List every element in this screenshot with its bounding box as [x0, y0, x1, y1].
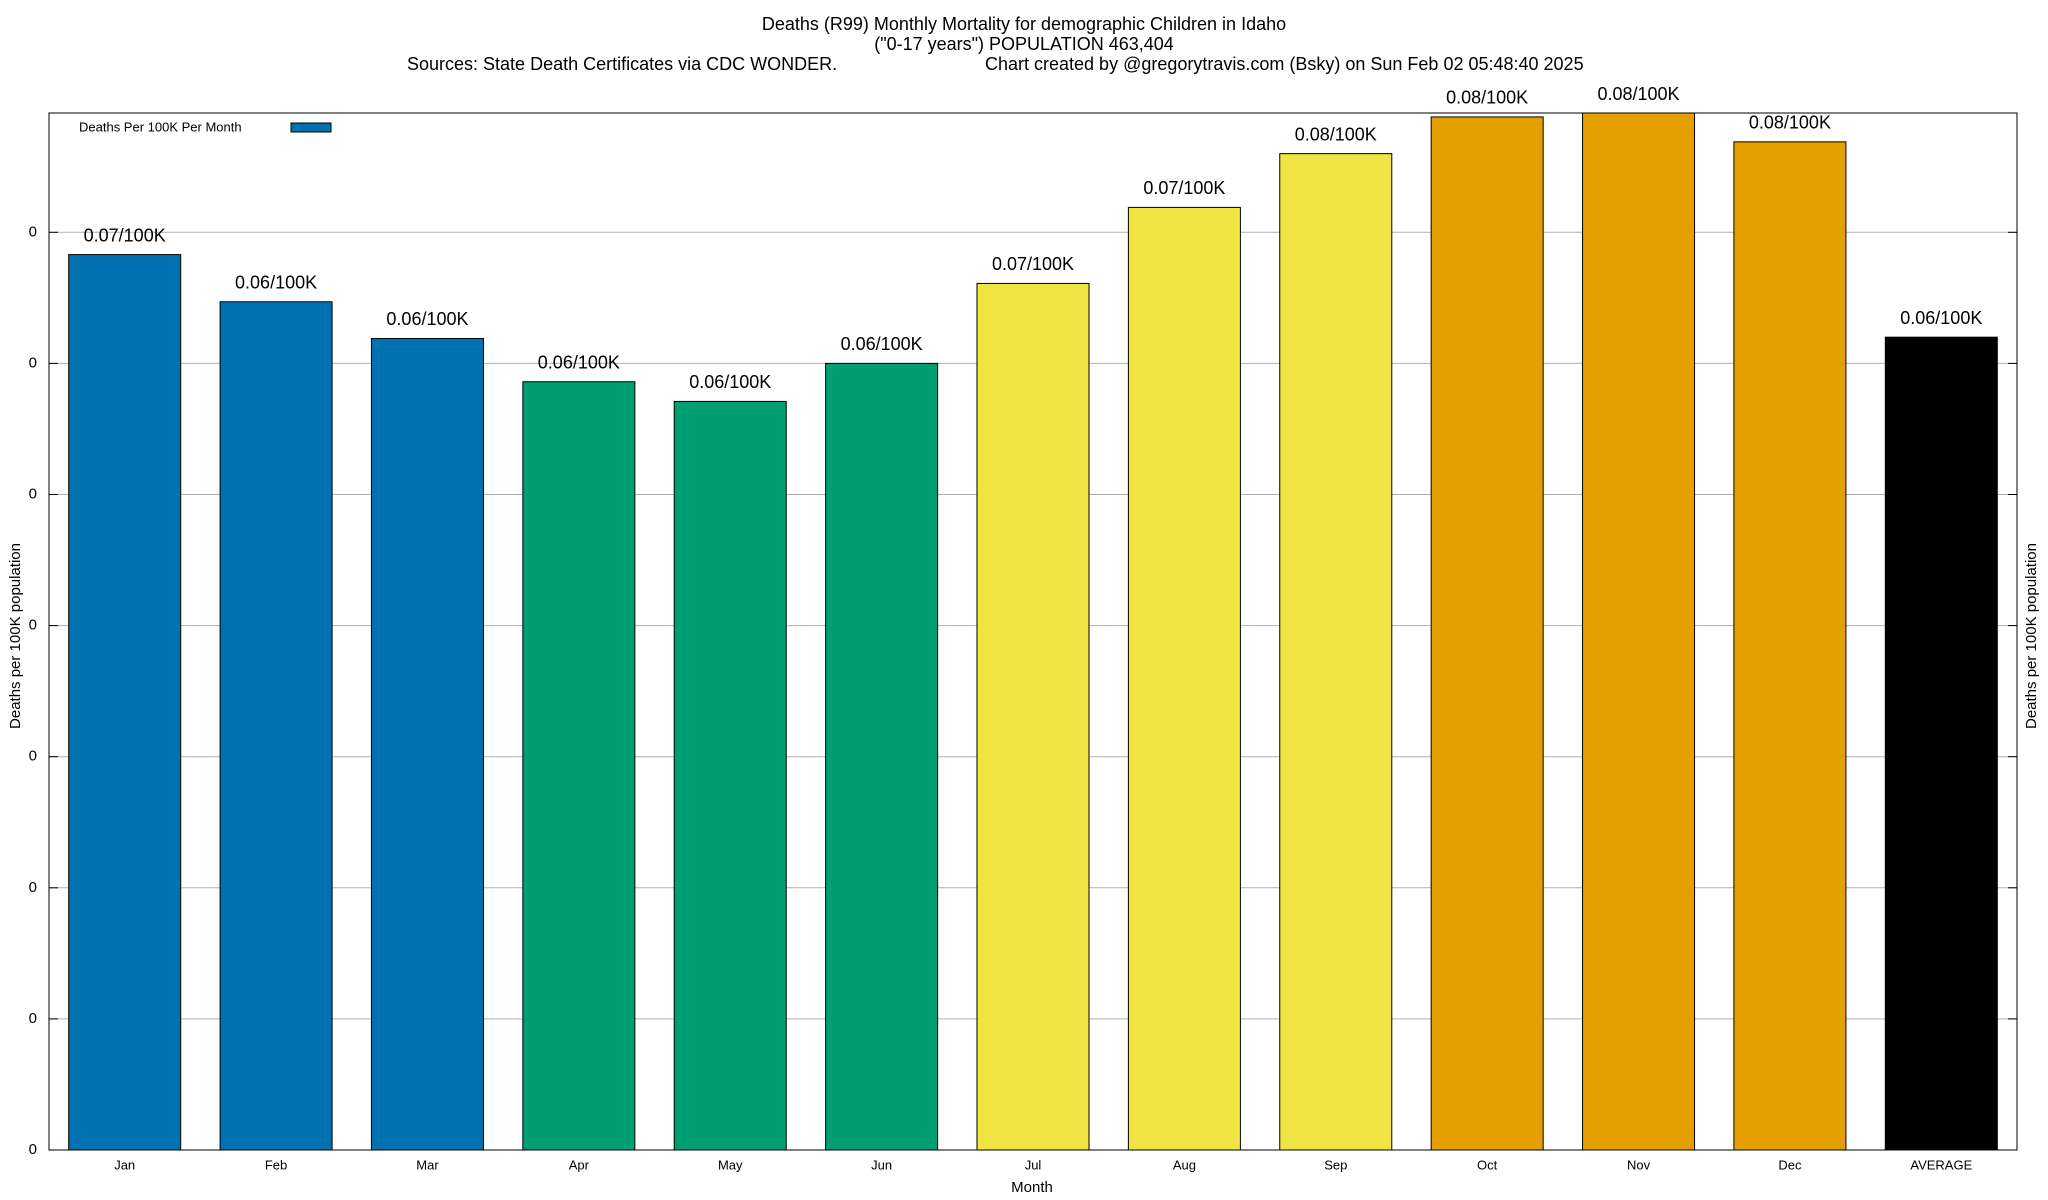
- bar: [370, 337, 484, 1151]
- bar: [1884, 336, 1998, 1151]
- bar: [1582, 112, 1696, 1151]
- legend-swatch: [290, 122, 332, 133]
- y-tick-label: 0: [29, 1010, 37, 1027]
- data-label: 0.06/100K: [235, 273, 317, 293]
- data-label: 0.08/100K: [1597, 84, 1679, 104]
- plot-frame: [48, 112, 2018, 1151]
- source: Sources: State Death Certificates via CD…: [407, 54, 837, 74]
- y-tick-label: 0: [29, 485, 37, 502]
- x-tick-label: Apr: [569, 1157, 590, 1172]
- x-tick-label: Dec: [1778, 1157, 1802, 1172]
- x-tick-label: AVERAGE: [1910, 1157, 1972, 1172]
- x-tick-label: Oct: [1477, 1157, 1498, 1172]
- bar: [1430, 116, 1544, 1151]
- bar: [522, 381, 636, 1151]
- data-label: 0.08/100K: [1749, 113, 1831, 133]
- bar: [825, 362, 939, 1151]
- bar: [1733, 141, 1847, 1151]
- x-tick-label: Sep: [1324, 1157, 1347, 1172]
- y-tick-label: 0: [29, 1141, 37, 1158]
- x-tick-label: Mar: [416, 1157, 439, 1172]
- x-tick-label: Aug: [1173, 1157, 1196, 1172]
- y-tick-label: 0: [29, 223, 37, 240]
- y2-axis-label: Deaths per 100K population: [2023, 543, 2040, 729]
- data-label: 0.06/100K: [386, 309, 468, 329]
- data-label: 0.06/100K: [1900, 308, 1982, 328]
- data-label: 0.08/100K: [1446, 88, 1528, 108]
- bar: [219, 301, 333, 1151]
- x-tick-label: Jul: [1025, 1157, 1042, 1172]
- data-label: 0.06/100K: [689, 372, 771, 392]
- bar: [976, 282, 1090, 1151]
- x-tick-label: May: [718, 1157, 743, 1172]
- bar: [1127, 206, 1241, 1151]
- bar: [1279, 153, 1393, 1151]
- x-tick-label: Feb: [265, 1157, 287, 1172]
- y-tick-label: 0: [29, 354, 37, 371]
- y-tick-label: 0: [29, 879, 37, 896]
- data-label: 0.08/100K: [1295, 124, 1377, 144]
- legend-label: Deaths Per 100K Per Month: [79, 119, 242, 134]
- y-tick-label: 0: [29, 748, 37, 765]
- data-label: 0.06/100K: [538, 353, 620, 373]
- x-tick-label: Jun: [871, 1157, 892, 1172]
- data-label: 0.07/100K: [992, 254, 1074, 274]
- bar: [673, 400, 787, 1151]
- y-axis-label: Deaths per 100K population: [7, 543, 24, 729]
- chart-subtitle: ("0-17 years") POPULATION 463,404: [874, 34, 1174, 54]
- credit: Chart created by @gregorytravis.com (Bsk…: [985, 54, 1584, 74]
- chart-title: Deaths (R99) Monthly Mortality for demog…: [762, 14, 1286, 34]
- data-label: 0.06/100K: [841, 334, 923, 354]
- x-tick-label: Nov: [1627, 1157, 1651, 1172]
- data-label: 0.07/100K: [84, 225, 166, 245]
- x-tick-label: Jan: [114, 1157, 135, 1172]
- y-tick-label: 0: [29, 617, 37, 634]
- bar: [68, 254, 182, 1151]
- x-axis-label: Month: [1011, 1179, 1053, 1196]
- data-label: 0.07/100K: [1143, 178, 1225, 198]
